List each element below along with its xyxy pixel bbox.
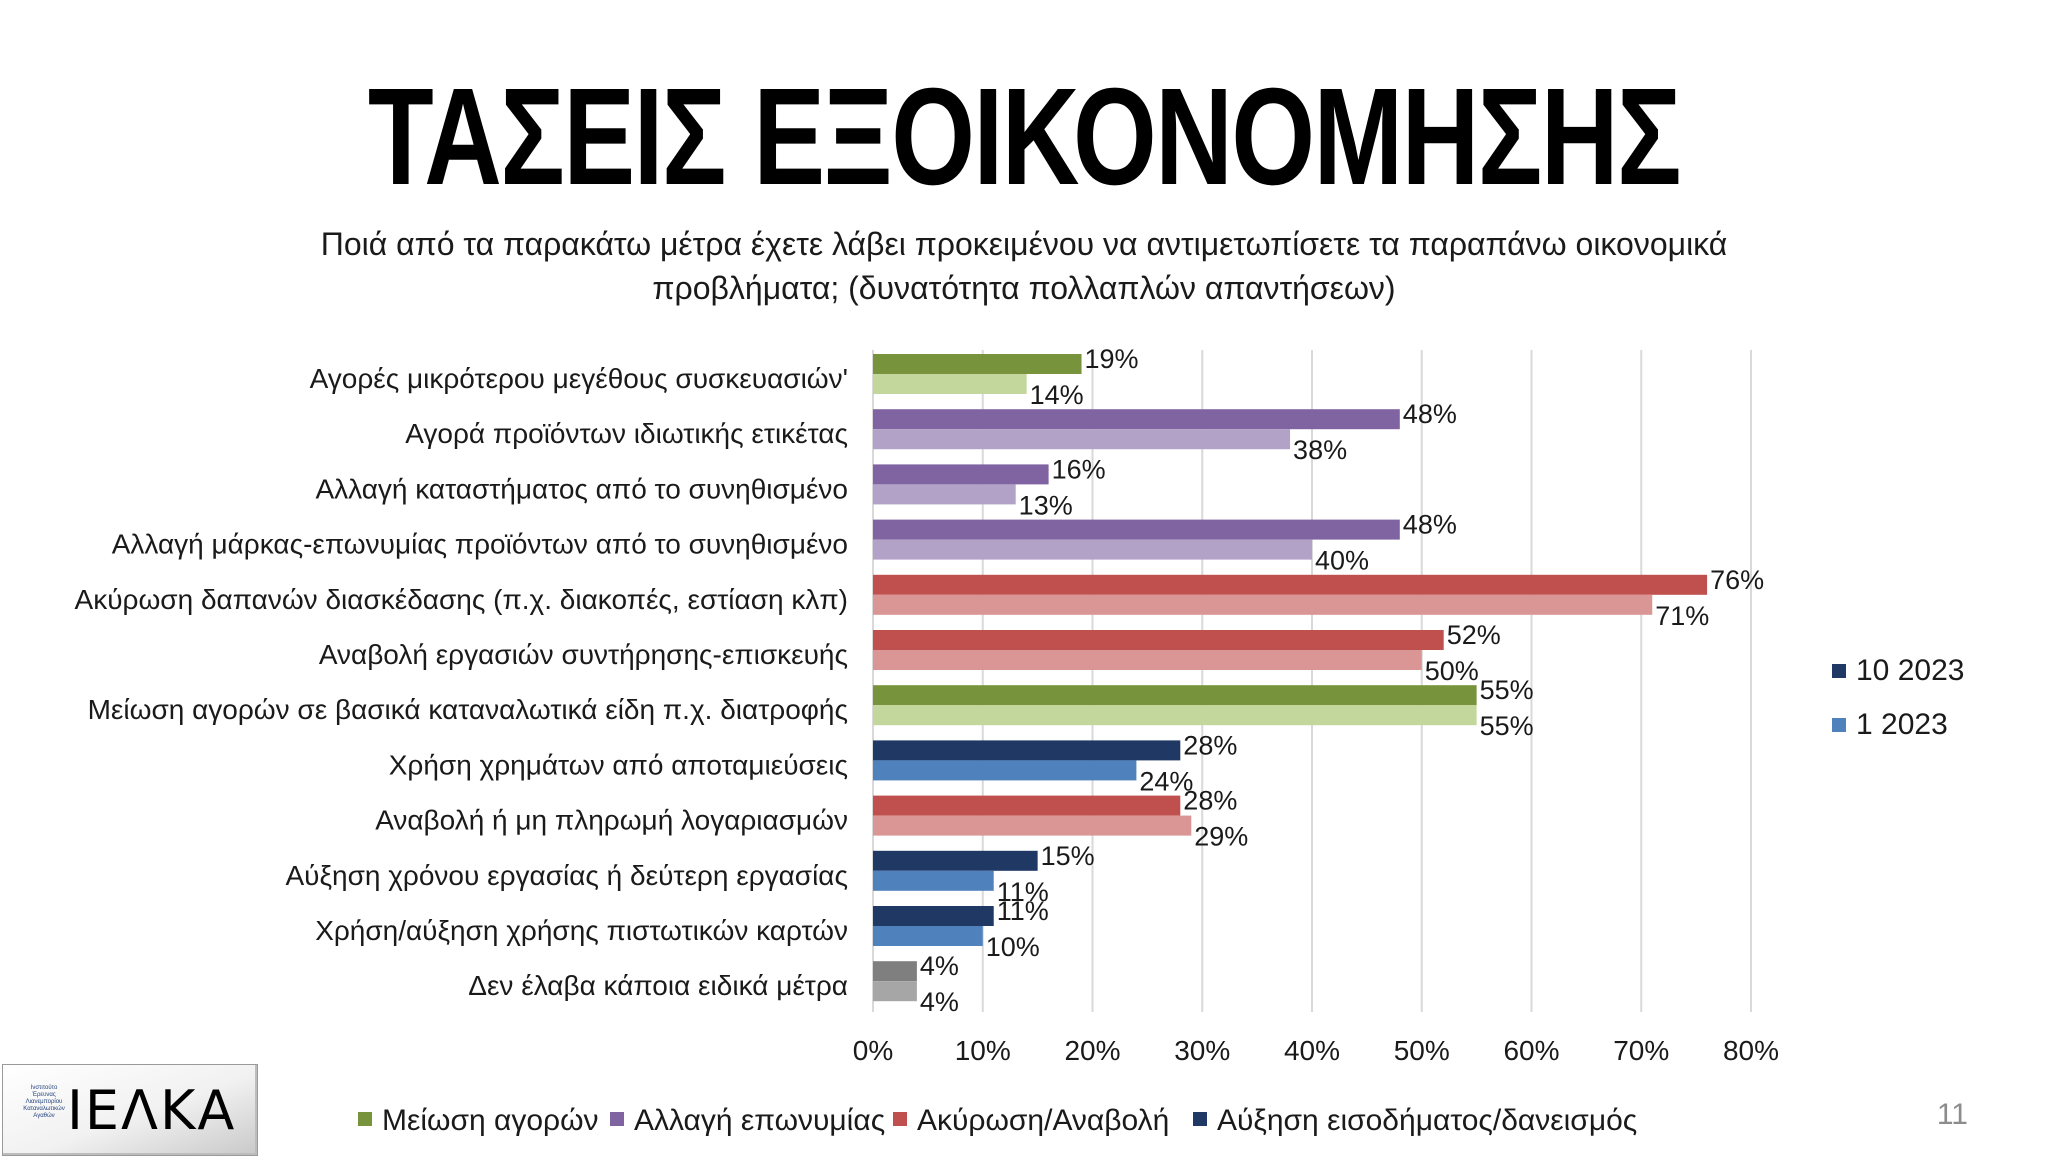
bar — [873, 870, 994, 891]
category-label: Χρήση/αύξηση χρήσης πιστωτικών καρτών — [315, 915, 848, 946]
data-label: 40% — [1315, 546, 1369, 576]
category-label: Αλλαγή καταστήματος από το συνηθισμένο — [315, 473, 848, 504]
data-label: 11% — [997, 896, 1049, 926]
category-labels: Αγορές μικρότερου μεγέθους συσκευασιών' Α… — [75, 363, 848, 1001]
legend-swatch — [1193, 1112, 1207, 1126]
category-label: Αναβολή εργασιών συντήρησης-επισκευής — [319, 639, 848, 670]
legend-label: 1 2023 — [1856, 708, 1948, 741]
data-label: 55% — [1480, 675, 1534, 705]
bar — [873, 705, 1477, 726]
bar — [873, 685, 1477, 706]
data-label: 50% — [1425, 656, 1479, 686]
legend-label: Αλλαγή επωνυμίας — [634, 1104, 885, 1137]
data-label: 76% — [1710, 565, 1764, 595]
chart-question: Ποιά από τα παρακάτω μέτρα έχετε λάβει π… — [320, 226, 1728, 306]
bar — [873, 354, 1082, 374]
x-axis-ticks: 0% 10% 20% 30% 40% 50% 60% 70% 80% — [853, 1035, 1779, 1066]
data-label: 24% — [1139, 766, 1193, 796]
legend-swatch — [610, 1112, 624, 1126]
data-labels: 19%14% 48% 38% 16% 13% 48% 40% 76%71% 52% 50%55% 5… — [920, 344, 1764, 1017]
x-tick-label: 10% — [955, 1035, 1011, 1066]
data-label: 52% — [1447, 620, 1501, 650]
bar — [873, 409, 1400, 430]
data-label: 4% — [920, 987, 959, 1017]
bar — [873, 429, 1291, 450]
legend-label: Ακύρωση/Αναβολή — [917, 1104, 1169, 1137]
x-tick-label: 60% — [1503, 1035, 1559, 1066]
ielka-logo: Ινστιτούτο Έρευνας Λιανεμπορίου Καταναλω… — [2, 1064, 258, 1156]
legend-swatch — [1832, 664, 1846, 678]
bar — [873, 574, 1708, 595]
bar — [873, 850, 1038, 871]
category-label: Χρήση χρημάτων από αποταμιεύσεις — [389, 749, 848, 780]
legend-swatch — [893, 1112, 907, 1126]
data-label: 4% — [920, 951, 959, 981]
data-label: 55% — [1480, 711, 1534, 741]
bar — [873, 981, 917, 1002]
data-label: 11% — [997, 877, 1049, 907]
category-label: Αγορές μικρότερου μεγέθους συσκευασιών' — [310, 363, 848, 394]
data-label: 16% — [1052, 454, 1106, 484]
data-label: 14% — [1030, 380, 1084, 410]
data-label: 28% — [1183, 786, 1237, 816]
category-label: Αγορά προϊόντων ιδιωτικής ετικέτας — [405, 418, 848, 449]
data-label: 29% — [1194, 822, 1248, 852]
bars — [873, 354, 1708, 1002]
bar — [873, 795, 1181, 816]
data-label: 38% — [1293, 435, 1347, 465]
data-label: 10% — [986, 932, 1040, 962]
x-tick-label: 70% — [1613, 1035, 1669, 1066]
legend-label: Αύξηση εισοδήματος/δανεισμός — [1217, 1104, 1637, 1137]
category-label: Αναβολή ή μη πληρωμή λογαριασμών — [375, 805, 848, 836]
data-label: 28% — [1183, 730, 1237, 760]
bar — [873, 650, 1422, 670]
x-tick-label: 30% — [1174, 1035, 1230, 1066]
x-tick-label: 50% — [1394, 1035, 1450, 1066]
logo-text: ΙΕΛΚΑ — [67, 1079, 237, 1142]
bar — [873, 630, 1444, 650]
page-number: 11 — [1936, 1098, 1968, 1131]
bar — [873, 464, 1049, 485]
x-tick-label: 0% — [853, 1035, 893, 1066]
series-legend: 10 2023 1 2023 — [1832, 654, 1964, 741]
bar — [873, 374, 1027, 394]
slide-title: ΤΑΣΕΙΣ ΕΞΟΙΚΟΝΟΜΗΣΗΣ — [367, 60, 1682, 214]
data-label: 71% — [1655, 601, 1709, 631]
data-label: 15% — [1041, 841, 1095, 871]
x-tick-label: 20% — [1064, 1035, 1120, 1066]
data-label: 48% — [1403, 399, 1457, 429]
bar — [873, 740, 1181, 761]
data-label: 19% — [1085, 344, 1139, 374]
x-tick-label: 80% — [1723, 1035, 1779, 1066]
category-label: Αλλαγή μάρκας-επωνυμίας προϊόντων από το… — [112, 529, 848, 560]
x-tick-label: 40% — [1284, 1035, 1340, 1066]
bar — [873, 961, 917, 982]
legend-label: 10 2023 — [1856, 654, 1964, 687]
category-label: Αύξηση χρόνου εργασίας ή δεύτερη εργασία… — [286, 860, 849, 891]
category-label: Μείωση αγορών σε βασικά καταναλωτικά είδ… — [88, 694, 848, 725]
gridlines — [872, 350, 1752, 1012]
legend-label: Μείωση αγορών — [382, 1104, 599, 1137]
bar — [873, 815, 1192, 836]
category-label: Δεν έλαβα κάποια ειδικά μέτρα — [468, 970, 848, 1001]
category-label: Ακύρωση δαπανών διασκέδασης (π.χ. διακοπ… — [75, 584, 848, 615]
logo-small-text: Ινστιτούτο Έρευνας Λιανεμπορίου Καταναλω… — [23, 1085, 65, 1119]
legend-swatch — [1832, 718, 1846, 732]
data-label: 13% — [1019, 490, 1073, 520]
bar — [873, 926, 983, 946]
bar — [873, 760, 1137, 781]
bar — [873, 519, 1400, 540]
bar — [873, 906, 994, 926]
group-legend: Μείωση αγορών Αλλαγή επωνυμίας Ακύρωση/Ανα… — [358, 1104, 1637, 1137]
data-label: 48% — [1403, 510, 1457, 540]
bar — [873, 539, 1312, 560]
bar — [873, 484, 1016, 505]
legend-swatch — [358, 1112, 372, 1126]
bar — [873, 594, 1653, 615]
